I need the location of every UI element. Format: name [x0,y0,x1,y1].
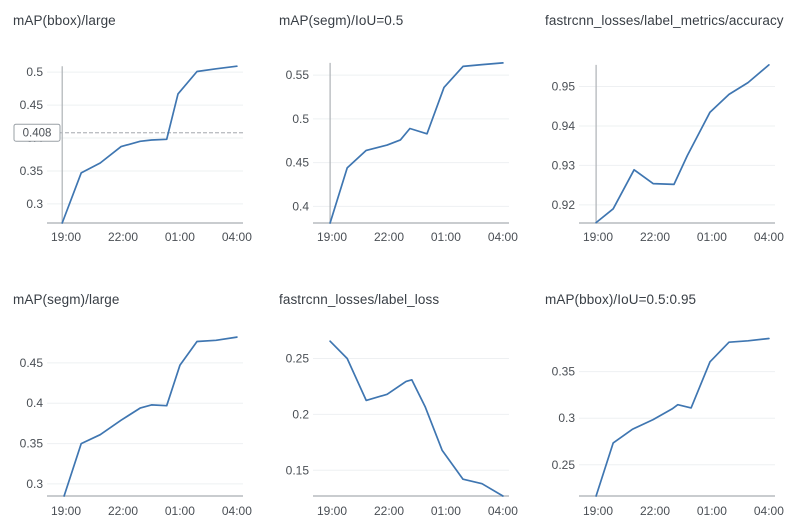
metric-line-series [63,336,238,497]
chart-plot[interactable]: 0.3 0.35 0.4 0.45 19:00 22:00 01:00 04:00 [0,265,266,530]
metric-line-series [61,65,238,224]
chart-plot[interactable]: 0.30.350.40.450.519:0022:0001:0004:000.4… [0,0,266,265]
x-tick-label: 19:00 [317,504,347,518]
x-tick-label: 04:00 [222,230,252,244]
hover-value-text: 0.408 [23,128,52,140]
x-tick-label: 01:00 [431,230,461,244]
x-tick-label: 04:00 [488,504,518,518]
x-tick-label: 19:00 [51,230,81,244]
chart-title: fastrcnn_losses/label_loss [279,292,440,307]
metric-line-series [329,62,504,224]
chart-plot[interactable]: 0.15 0.2 0.25 19:00 22:00 01:00 04:00 [266,265,532,530]
y-tick-label: 0.4 [292,199,309,213]
x-tick-label: 01:00 [697,504,727,518]
x-tick-label: 01:00 [697,230,727,244]
x-tick-label: 04:00 [754,504,784,518]
chart-plot[interactable]: 0.92 0.93 0.94 0.95 19:00 22:00 01:00 04:00 [532,0,798,265]
y-tick-label: 0.3 [26,477,43,491]
y-tick-label: 0.45 [20,98,44,112]
x-tick-label: 19:00 [583,504,613,518]
x-tick-label: 22:00 [374,230,404,244]
chart-title: mAP(bbox)/large [13,13,116,28]
y-tick-label: 0.35 [20,437,44,451]
x-tick-label: 22:00 [374,504,404,518]
x-tick-label: 22:00 [640,504,670,518]
y-tick-label: 0.25 [552,458,576,472]
metric-chart-map-segm-large: mAP(segm)/large 0.3 0.35 0.4 0.45 19:00 22:00… [0,265,266,530]
y-tick-label: 0.45 [20,356,44,370]
chart-plot[interactable]: 0.4 0.45 0.5 0.55 19:00 22:00 01:00 04:00 [266,0,532,265]
y-tick-label: 0.35 [20,164,44,178]
x-tick-label: 01:00 [431,504,461,518]
y-tick-label: 0.3 [558,411,575,425]
y-tick-label: 0.94 [552,119,576,133]
x-tick-label: 19:00 [583,230,613,244]
hover-value-badge [13,123,61,142]
y-tick-label: 0.35 [552,365,576,379]
x-tick-label: 01:00 [165,504,195,518]
chart-title: fastrcnn_losses/label_metrics/accuracy [545,13,784,28]
metric-chart-map-bbox-large: mAP(bbox)/large 0.30.350.40.450.519:0022… [0,0,266,265]
x-tick-label: 04:00 [754,230,784,244]
chart-plot[interactable]: 0.25 0.3 0.35 19:00 22:00 01:00 04:00 [532,265,798,530]
metric-line-series [329,340,504,497]
metric-chart-map-segm-iou05: mAP(segm)/IoU=0.5 0.4 0.45 0.5 0.55 19:00 22:… [266,0,532,265]
y-tick-label: 0.92 [552,198,576,212]
x-tick-label: 19:00 [51,504,81,518]
metric-line-series [595,64,770,224]
chart-title: mAP(bbox)/IoU=0.5:0.95 [545,292,697,307]
x-tick-label: 19:00 [317,230,347,244]
metric-chart-map-bbox-iou05-095: mAP(bbox)/IoU=0.5:0.95 0.25 0.3 0.35 19:00 2… [532,265,798,530]
y-tick-label: 0.45 [286,156,310,170]
y-tick-label: 0.5 [292,112,309,126]
y-tick-label: 0.95 [552,80,576,94]
metric-line-series [595,337,770,497]
x-tick-label: 01:00 [165,230,195,244]
x-tick-label: 22:00 [108,504,138,518]
chart-title: mAP(segm)/IoU=0.5 [279,13,404,28]
y-tick-label: 0.5 [26,65,43,79]
y-tick-label: 0.25 [286,352,310,366]
x-tick-label: 04:00 [222,504,252,518]
x-tick-label: 22:00 [108,230,138,244]
y-tick-label: 0.3 [26,197,43,211]
x-tick-label: 22:00 [640,230,670,244]
y-tick-label: 0.4 [26,396,43,410]
metric-chart-label-loss: fastrcnn_losses/label_loss 0.15 0.2 0.25 19… [266,265,532,530]
y-tick-label: 0.93 [552,158,576,172]
metric-chart-label-accuracy: fastrcnn_losses/label_metrics/accuracy 0… [532,0,798,265]
y-tick-label: 0.2 [292,407,309,421]
chart-title: mAP(segm)/large [13,292,120,307]
y-tick-label: 0.55 [286,68,310,82]
x-tick-label: 04:00 [488,230,518,244]
y-tick-label: 0.15 [286,463,310,477]
